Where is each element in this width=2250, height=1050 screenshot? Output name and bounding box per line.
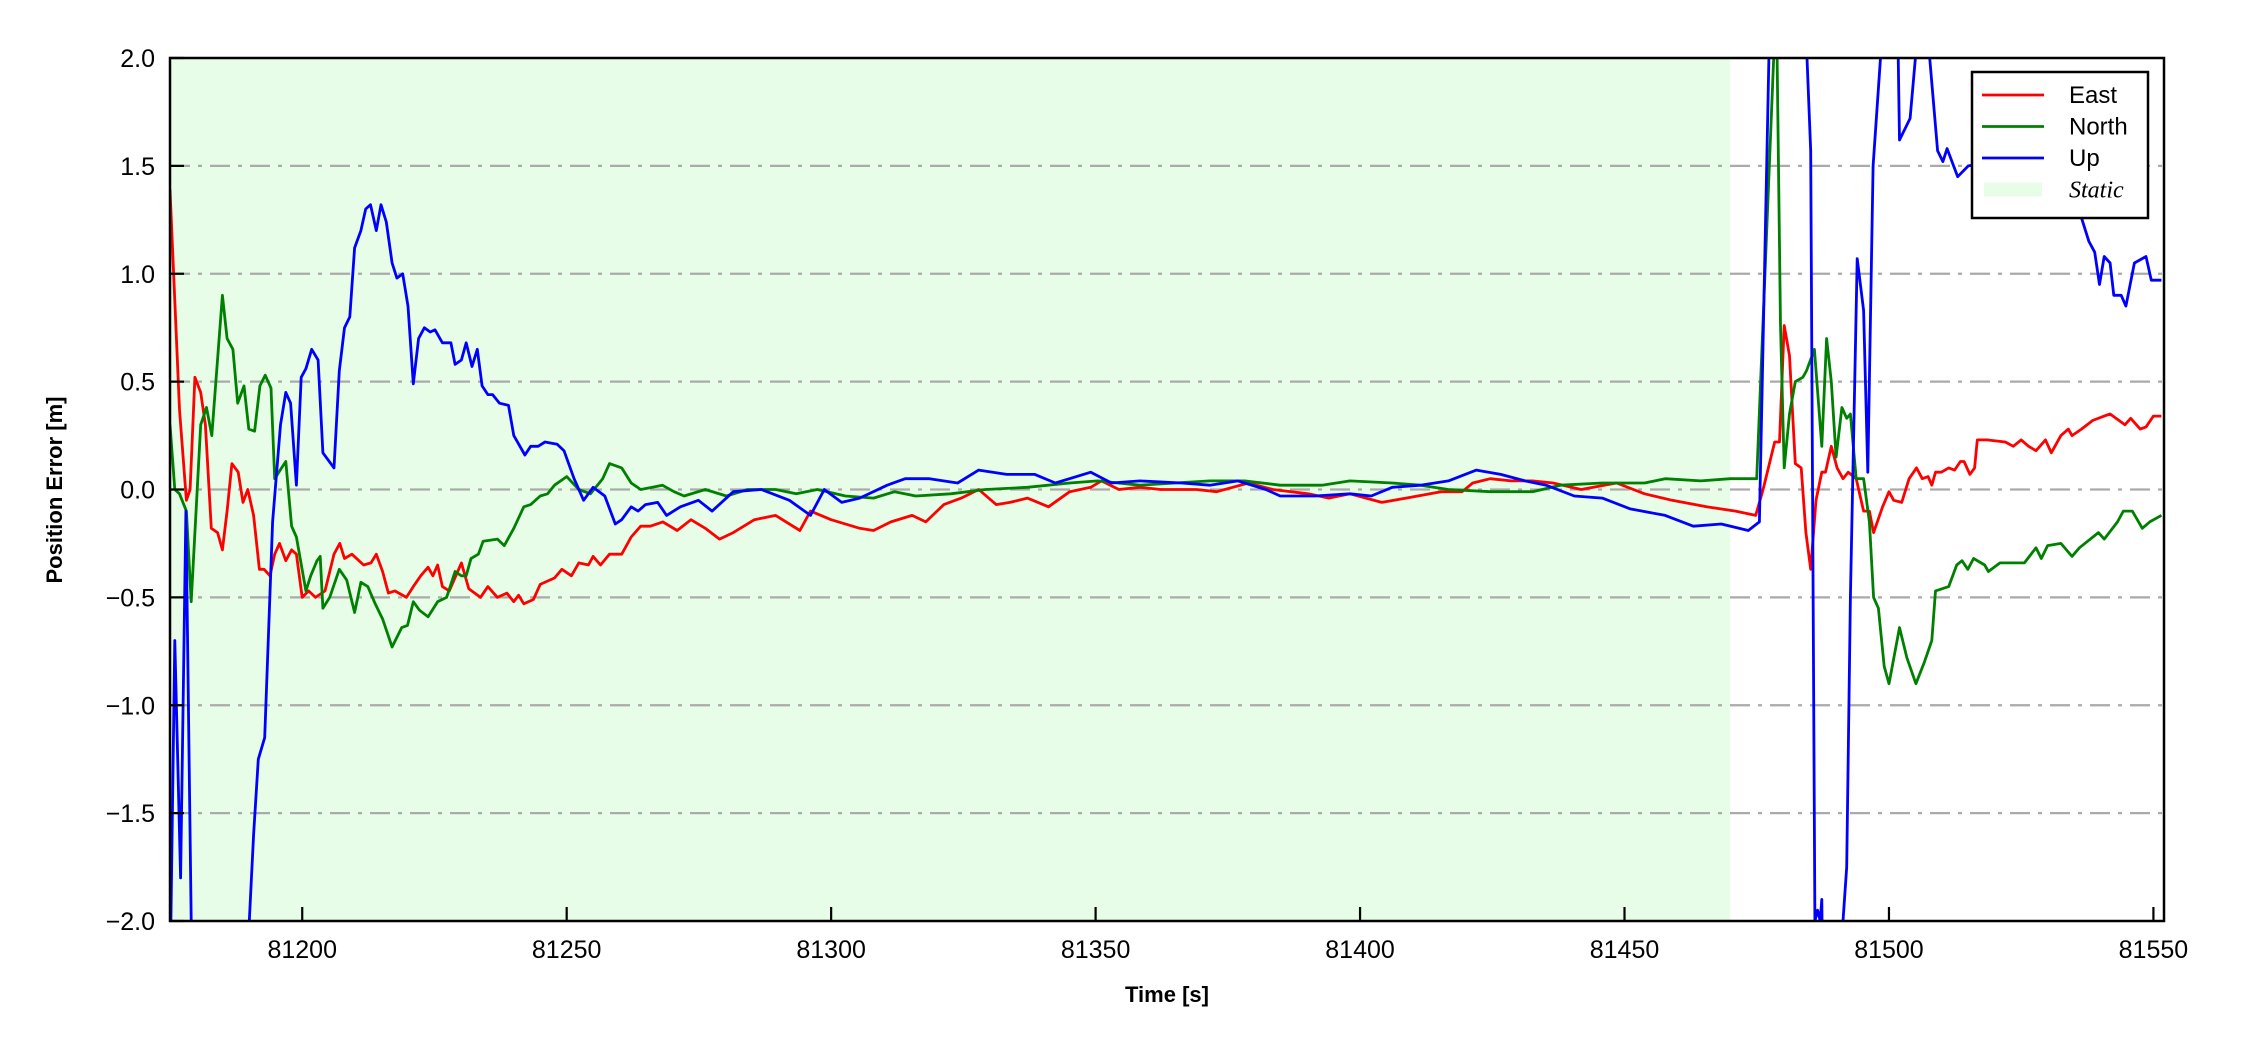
series-line-north <box>170 58 2163 686</box>
x-tick-label: 81400 <box>1325 936 1395 964</box>
y-tick-label: 1.5 <box>120 153 155 181</box>
x-tick-label: 81350 <box>1061 936 1131 964</box>
grid-layer <box>170 164 2164 815</box>
x-tick-label: 81550 <box>2119 936 2189 964</box>
x-tick-label: 81500 <box>1854 936 1924 964</box>
y-tick-label: 0.0 <box>120 477 155 505</box>
y-tick-label: 1.0 <box>120 261 155 289</box>
y-tick-label: −2.0 <box>106 908 155 936</box>
y-tick-label: −0.5 <box>106 584 155 612</box>
legend: East North Up Static <box>1970 70 2150 220</box>
y-tick-label: 0.5 <box>120 369 155 397</box>
y-tick-label: −1.0 <box>106 692 155 720</box>
series-line-up <box>170 58 2162 921</box>
legend-label-static: Static <box>2069 178 2124 204</box>
tick-layer: −2.0 −1.5 −1.0 −0.5 0.0 0.5 1.0 1.5 2.0 81200 8125… <box>106 45 2189 964</box>
x-axis-label: Time [s] <box>1125 982 1209 1007</box>
series-layer <box>170 58 2163 921</box>
y-axis-label: Position Error [m] <box>42 396 67 583</box>
x-tick-label: 81200 <box>267 936 337 964</box>
legend-label-north: North <box>2069 114 2128 141</box>
x-tick-label: 81450 <box>1590 936 1660 964</box>
legend-label-east: East <box>2069 82 2117 109</box>
legend-swatch-static <box>1984 182 2042 197</box>
series-line-east <box>170 189 2162 606</box>
x-tick-label: 81250 <box>532 936 602 964</box>
x-tick-label: 81300 <box>796 936 866 964</box>
y-tick-label: −1.5 <box>106 800 155 828</box>
y-tick-label: 2.0 <box>120 45 155 73</box>
legend-label-up: Up <box>2069 145 2100 172</box>
